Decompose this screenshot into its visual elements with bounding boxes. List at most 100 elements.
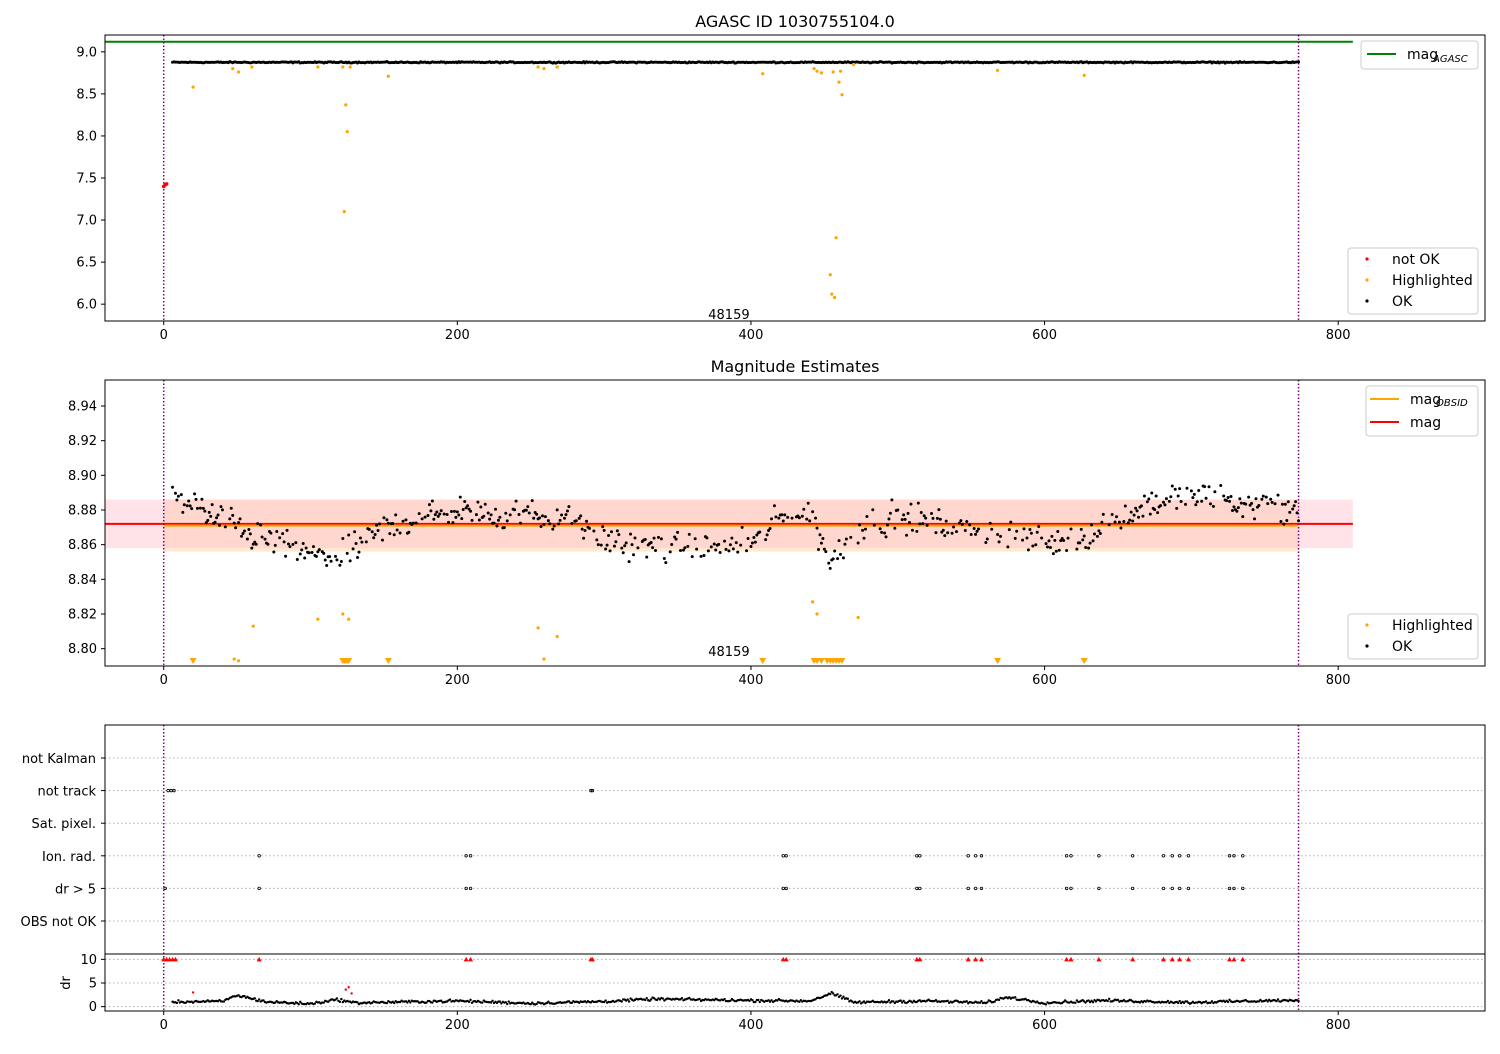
ok-estimate-point bbox=[681, 548, 685, 552]
y-tick-label: 8.84 bbox=[68, 573, 97, 588]
ok-estimate-point bbox=[662, 557, 666, 561]
ok-estimate-point bbox=[479, 505, 483, 509]
highlighted-point bbox=[231, 67, 235, 71]
dr-point bbox=[535, 1002, 538, 1006]
ok-estimate-point bbox=[673, 535, 677, 539]
x-tick-label: 800 bbox=[1326, 328, 1351, 343]
highlighted-point bbox=[831, 70, 835, 74]
ok-estimate-point bbox=[532, 516, 536, 520]
dr-point bbox=[504, 1001, 507, 1004]
ok-estimate-point bbox=[1295, 511, 1299, 515]
ok-estimate-point bbox=[1047, 539, 1051, 543]
ok-estimate-point bbox=[1021, 538, 1025, 542]
ok-estimate-point bbox=[263, 537, 267, 541]
dr-point bbox=[842, 995, 845, 998]
off-scale-marker bbox=[813, 658, 821, 664]
ok-estimate-point bbox=[937, 508, 941, 512]
highlighted-point bbox=[250, 65, 254, 69]
ok-estimate-point bbox=[275, 530, 279, 534]
ok-estimate-point bbox=[486, 511, 490, 515]
dr-point bbox=[1075, 999, 1079, 1002]
dr-point bbox=[688, 996, 691, 1000]
dr-point bbox=[1166, 999, 1170, 1003]
ok-estimate-point bbox=[557, 522, 561, 526]
ok-estimate-point bbox=[489, 513, 493, 517]
flag-row-label: not track bbox=[37, 785, 96, 800]
ok-estimate-point bbox=[420, 517, 424, 521]
ok-estimate-point bbox=[615, 529, 619, 533]
dr-point bbox=[770, 999, 773, 1002]
ok-estimate-point bbox=[727, 549, 731, 553]
highlighted-point bbox=[828, 273, 832, 277]
ok-estimate-point bbox=[919, 510, 923, 514]
highlighted-point bbox=[812, 67, 816, 71]
ok-estimate-point bbox=[599, 543, 603, 547]
ok-estimate-point bbox=[827, 561, 831, 565]
ok-estimate-point bbox=[1235, 509, 1239, 513]
ok-estimate-point bbox=[242, 529, 246, 533]
flag-marker bbox=[1186, 886, 1191, 891]
highlighted-point bbox=[830, 292, 834, 296]
ok-estimate-point bbox=[1123, 504, 1127, 508]
ok-estimate-point bbox=[1147, 497, 1151, 501]
ok-estimate-point bbox=[1225, 499, 1229, 503]
ok-estimate-point bbox=[1195, 500, 1199, 504]
ok-estimate-point bbox=[749, 544, 753, 548]
dr-point bbox=[1209, 1001, 1212, 1004]
panel1-frame bbox=[104, 34, 1486, 322]
dr-off-scale-marker bbox=[1160, 956, 1166, 962]
ok-estimate-point bbox=[1213, 490, 1217, 494]
dr-point bbox=[604, 999, 607, 1002]
ok-estimate-point bbox=[608, 549, 612, 553]
legend-ok-marker bbox=[1365, 299, 1369, 303]
ok-estimate-point bbox=[580, 527, 584, 531]
x-tick-label: 0 bbox=[160, 328, 168, 343]
dr-point bbox=[1210, 1000, 1214, 1003]
dr-point bbox=[902, 999, 905, 1003]
ok-estimate-point bbox=[909, 502, 913, 506]
ok-estimate-point bbox=[1022, 527, 1026, 531]
flag-marker bbox=[464, 854, 468, 858]
ok-estimate-point bbox=[467, 507, 471, 511]
dr-point bbox=[645, 996, 648, 1000]
ok-estimate-point bbox=[944, 519, 948, 523]
ok-estimate-point bbox=[702, 554, 706, 558]
dr-point bbox=[836, 993, 839, 996]
flag-marker bbox=[1177, 886, 1182, 891]
ok-estimate-point bbox=[885, 523, 889, 527]
dr-point bbox=[899, 999, 902, 1002]
ok-estimate-point bbox=[364, 540, 368, 544]
ok-estimate-point bbox=[445, 512, 449, 516]
dr-off-scale-marker bbox=[463, 956, 469, 962]
y-tick-label: 8.80 bbox=[68, 642, 97, 657]
ok-estimate-point bbox=[1170, 484, 1174, 488]
ok-estimate-point bbox=[772, 504, 776, 508]
ok-estimate-point bbox=[1232, 505, 1236, 509]
dr-point bbox=[661, 997, 665, 1000]
ok-estimate-point bbox=[492, 521, 496, 525]
ok-estimate-point bbox=[614, 540, 618, 544]
ok-estimate-point bbox=[175, 498, 179, 502]
flag-marker bbox=[169, 788, 173, 793]
ok-estimate-point bbox=[457, 513, 461, 517]
ok-estimate-point bbox=[585, 519, 589, 523]
ok-estimate-point bbox=[837, 539, 841, 543]
highlighted-point bbox=[542, 67, 546, 71]
ok-estimate-point bbox=[1175, 506, 1179, 510]
dr-point bbox=[1259, 998, 1262, 1002]
highlighted-estimate-point bbox=[316, 617, 320, 621]
y-tick-label: 8.90 bbox=[68, 469, 97, 484]
ok-estimate-point bbox=[458, 495, 462, 499]
y-tick-label: 7.0 bbox=[76, 214, 97, 229]
ok-estimate-point bbox=[483, 502, 487, 506]
flag-marker bbox=[1227, 854, 1232, 858]
off-scale-marker bbox=[838, 658, 846, 664]
ok-estimate-point bbox=[1250, 501, 1254, 505]
ok-estimate-point bbox=[269, 531, 273, 535]
ok-estimate-point bbox=[583, 528, 587, 532]
dr-y-ticks: 0 5 10 bbox=[80, 953, 105, 1015]
ok-estimate-point bbox=[518, 521, 522, 525]
dr-point bbox=[1074, 1001, 1077, 1005]
y-tick-label: 8.5 bbox=[76, 87, 97, 102]
flag-marker bbox=[257, 854, 261, 858]
